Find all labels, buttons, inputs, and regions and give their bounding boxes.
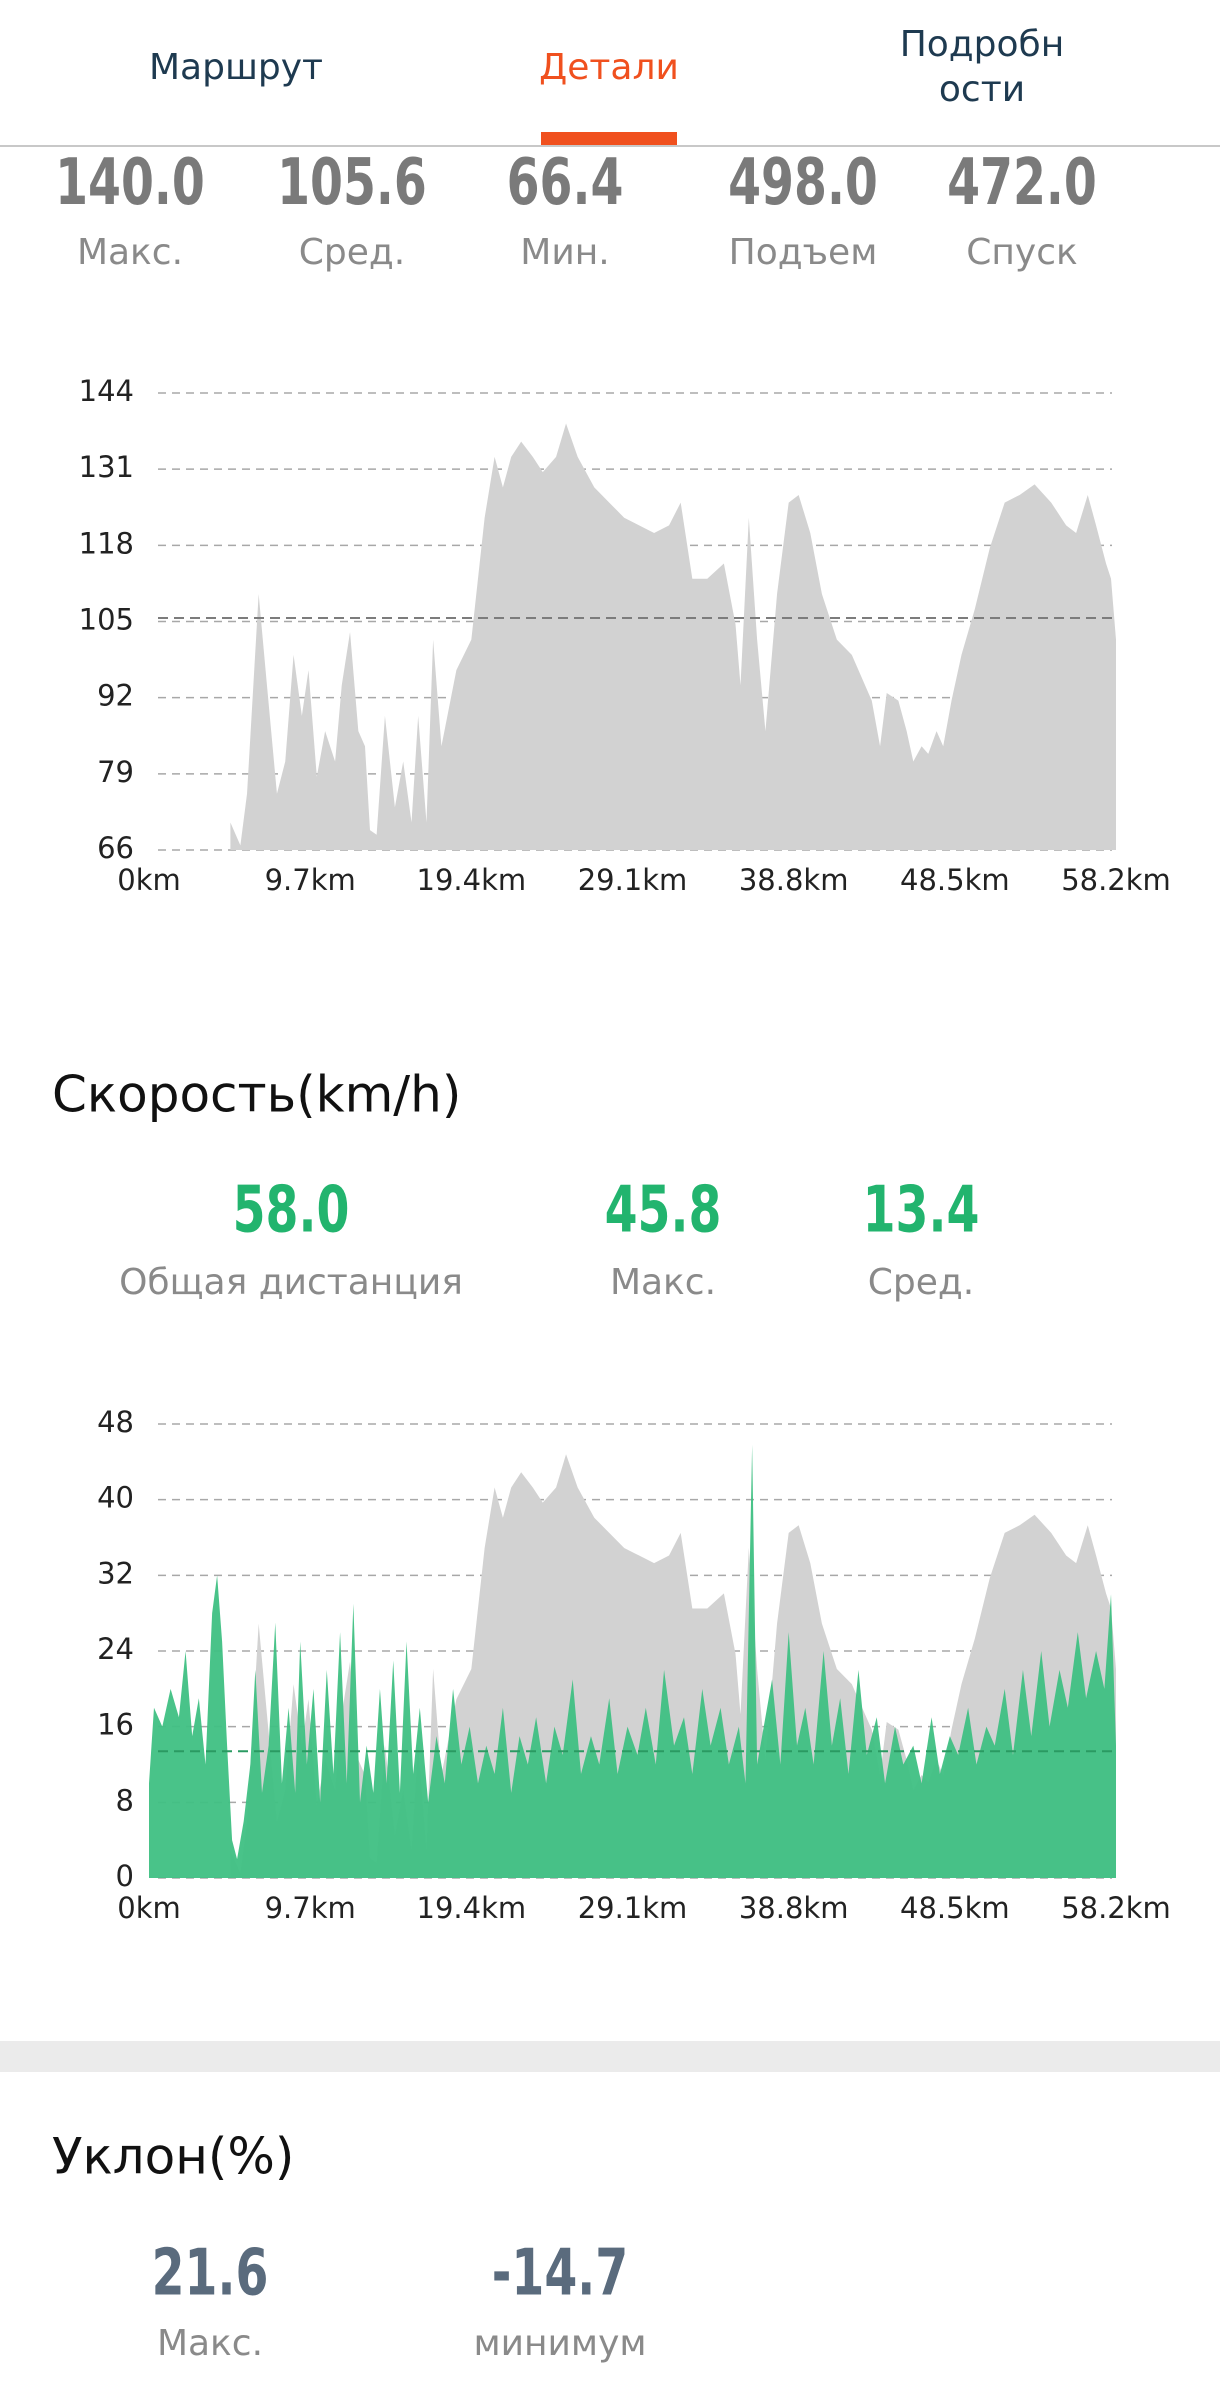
x-tick-label: 38.8km	[739, 1891, 849, 1925]
y-tick-label: 40	[97, 1481, 134, 1515]
x-tick-label: 58.2km	[1061, 1891, 1171, 1925]
stat-label: Макс.	[157, 2323, 263, 2364]
stat-label: Макс.	[610, 1262, 716, 1303]
y-tick-label: 0	[116, 1859, 134, 1893]
tab-label[interactable]: Подробн	[900, 24, 1065, 65]
section-separator	[0, 2041, 1220, 2072]
stat-value: 105.6	[277, 146, 427, 220]
x-tick-label: 9.7km	[265, 863, 356, 897]
stat-value: 21.6	[152, 2237, 269, 2311]
stat-value: -14.7	[492, 2237, 628, 2311]
stat-value: 472.0	[947, 146, 1097, 220]
y-tick-label: 144	[79, 374, 134, 408]
y-tick-label: 105	[79, 603, 134, 637]
y-tick-label: 92	[97, 679, 134, 713]
tab-indicator	[541, 132, 677, 145]
stat-value: 45.8	[605, 1174, 722, 1248]
stat-value: 140.0	[55, 146, 205, 220]
x-tick-label: 9.7km	[265, 1891, 356, 1925]
stat-label: Общая дистанция	[119, 1262, 463, 1303]
x-tick-label: 0km	[117, 863, 181, 897]
tab-label[interactable]: ости	[939, 69, 1025, 110]
x-tick-label: 29.1km	[578, 863, 688, 897]
y-tick-label: 48	[97, 1405, 134, 1439]
stat-label: минимум	[473, 2323, 646, 2364]
tab-label[interactable]: Маршрут	[149, 47, 323, 88]
tab-label[interactable]: Детали	[539, 47, 679, 88]
area	[230, 423, 1117, 850]
stat-value: 13.4	[863, 1174, 980, 1248]
y-tick-label: 79	[97, 755, 134, 789]
stat-label: Спуск	[966, 232, 1078, 273]
stat-label: Подъем	[729, 232, 878, 273]
stat-label: Сред.	[299, 232, 405, 273]
x-tick-label: 48.5km	[900, 1891, 1010, 1925]
stat-label: Мин.	[520, 232, 609, 273]
y-tick-label: 66	[97, 831, 134, 865]
y-tick-label: 118	[79, 526, 134, 560]
x-tick-label: 58.2km	[1061, 863, 1171, 897]
speed-title: Скорость(km/h)	[52, 1066, 461, 1124]
y-tick-label: 32	[97, 1556, 134, 1590]
x-tick-label: 38.8km	[739, 863, 849, 897]
stat-value: 498.0	[728, 146, 878, 220]
area	[149, 1444, 1116, 1878]
stat-value: 58.0	[233, 1174, 350, 1248]
y-tick-label: 24	[97, 1632, 134, 1666]
slope-title: Уклон(%)	[52, 2128, 294, 2186]
y-tick-label: 16	[97, 1708, 134, 1742]
y-tick-label: 8	[116, 1783, 134, 1817]
y-tick-label: 131	[79, 450, 134, 484]
x-tick-label: 19.4km	[417, 1891, 527, 1925]
x-tick-label: 48.5km	[900, 863, 1010, 897]
stat-value: 66.4	[507, 146, 624, 220]
x-tick-label: 29.1km	[578, 1891, 688, 1925]
stat-label: Макс.	[77, 232, 183, 273]
x-tick-label: 0km	[117, 1891, 181, 1925]
x-tick-label: 19.4km	[417, 863, 527, 897]
stat-label: Сред.	[868, 1262, 974, 1303]
